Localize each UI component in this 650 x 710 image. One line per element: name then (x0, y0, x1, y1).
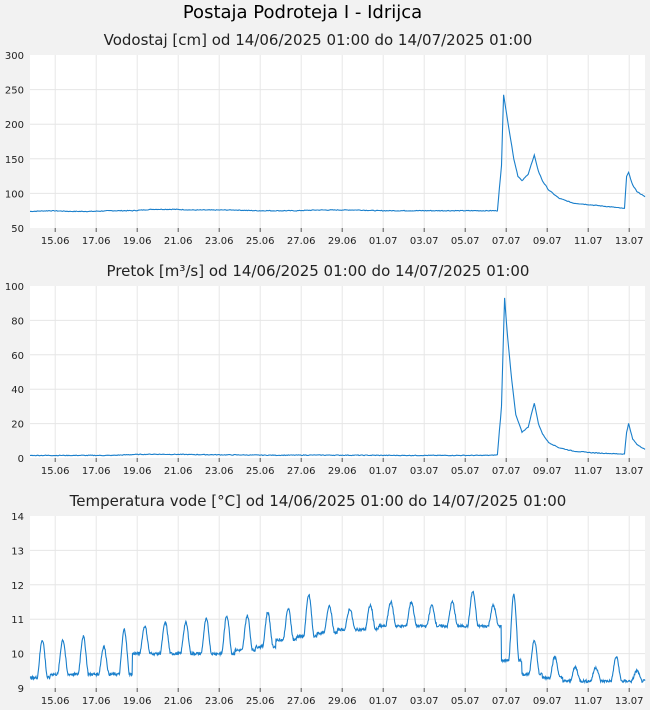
chart-title: Temperatura vode [°C] od 14/06/2025 01:0… (69, 492, 567, 510)
x-tick-label: 23.06 (205, 466, 234, 477)
y-tick-label: 80 (11, 316, 24, 327)
plot-area (30, 286, 645, 458)
chart-panel-1: Vodostaj [cm] od 14/06/2025 01:00 do 14/… (5, 31, 646, 247)
x-tick-label: 19.06 (123, 466, 152, 477)
x-tick-label: 21.06 (164, 236, 193, 247)
x-tick-label: 07.07 (492, 236, 521, 247)
y-tick-label: 150 (5, 155, 24, 166)
x-tick-label: 25.06 (246, 466, 275, 477)
series-line (29, 94, 646, 213)
x-tick-label: 15.06 (41, 696, 70, 707)
x-tick-label: 19.06 (123, 696, 152, 707)
y-tick-label: 0 (18, 454, 24, 465)
x-tick-label: 29.06 (328, 696, 357, 707)
chart-title: Pretok [m³/s] od 14/06/2025 01:00 do 14/… (107, 262, 530, 280)
y-tick-label: 50 (11, 224, 24, 235)
x-tick-label: 05.07 (451, 466, 480, 477)
x-tick-label: 03.07 (410, 696, 439, 707)
x-tick-label: 11.07 (574, 236, 603, 247)
x-tick-label: 07.07 (492, 466, 521, 477)
x-tick-label: 13.07 (615, 466, 644, 477)
x-tick-label: 05.07 (451, 236, 480, 247)
y-tick-label: 12 (11, 581, 24, 592)
x-tick-label: 17.06 (82, 696, 111, 707)
plot-area (30, 55, 645, 228)
x-tick-label: 27.06 (287, 466, 316, 477)
x-tick-label: 09.07 (533, 696, 562, 707)
y-tick-label: 14 (11, 512, 24, 523)
y-tick-label: 10 (11, 650, 24, 661)
x-tick-label: 27.06 (287, 236, 316, 247)
x-tick-label: 27.06 (287, 696, 316, 707)
x-tick-label: 29.06 (328, 466, 357, 477)
chart-panel-3: Temperatura vode [°C] od 14/06/2025 01:0… (11, 492, 646, 707)
x-tick-label: 09.07 (533, 236, 562, 247)
x-tick-label: 21.06 (164, 466, 193, 477)
y-tick-label: 250 (5, 86, 24, 97)
x-tick-label: 11.07 (574, 466, 603, 477)
x-tick-label: 05.07 (451, 696, 480, 707)
x-tick-label: 09.07 (533, 466, 562, 477)
y-tick-label: 100 (5, 282, 24, 293)
x-tick-label: 03.07 (410, 466, 439, 477)
x-tick-label: 15.06 (41, 466, 70, 477)
x-tick-label: 29.06 (328, 236, 357, 247)
chart-title: Vodostaj [cm] od 14/06/2025 01:00 do 14/… (104, 31, 533, 49)
x-tick-label: 03.07 (410, 236, 439, 247)
y-tick-label: 13 (11, 546, 24, 557)
x-tick-label: 23.06 (205, 236, 234, 247)
x-tick-label: 23.06 (205, 696, 234, 707)
series-line (30, 297, 646, 457)
x-tick-label: 13.07 (615, 696, 644, 707)
x-tick-label: 07.07 (492, 696, 521, 707)
y-tick-label: 60 (11, 351, 24, 362)
x-tick-label: 13.07 (615, 236, 644, 247)
y-tick-label: 40 (11, 385, 24, 396)
y-tick-label: 9 (18, 684, 24, 695)
x-tick-label: 11.07 (574, 696, 603, 707)
x-tick-label: 15.06 (41, 236, 70, 247)
series-line (29, 590, 646, 685)
y-tick-label: 20 (11, 420, 24, 431)
x-tick-label: 17.06 (82, 466, 111, 477)
y-tick-label: 200 (5, 120, 24, 131)
x-tick-label: 01.07 (369, 236, 398, 247)
x-tick-label: 17.06 (82, 236, 111, 247)
x-tick-label: 25.06 (246, 696, 275, 707)
page-title: Postaja Podroteja I - Idrijca (182, 2, 423, 23)
x-tick-label: 25.06 (246, 236, 275, 247)
chart-panel-2: Pretok [m³/s] od 14/06/2025 01:00 do 14/… (5, 262, 646, 477)
y-tick-label: 100 (5, 189, 24, 200)
x-tick-label: 21.06 (164, 696, 193, 707)
x-tick-label: 01.07 (369, 696, 398, 707)
y-tick-label: 11 (11, 615, 24, 626)
y-tick-label: 300 (5, 51, 24, 62)
x-tick-label: 19.06 (123, 236, 152, 247)
x-tick-label: 01.07 (369, 466, 398, 477)
